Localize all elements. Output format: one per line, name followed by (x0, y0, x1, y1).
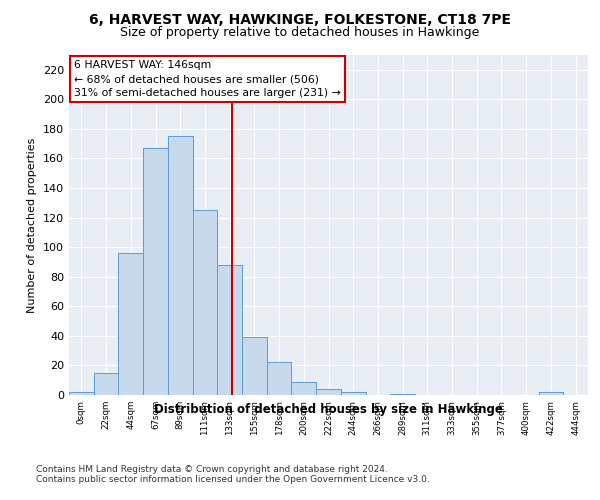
Bar (69, 392, 94, 395)
Bar (539, 392, 563, 395)
Y-axis label: Number of detached properties: Number of detached properties (28, 138, 37, 312)
Text: 6 HARVEST WAY: 146sqm
← 68% of detached houses are smaller (506)
31% of semi-det: 6 HARVEST WAY: 146sqm ← 68% of detached … (74, 60, 341, 98)
Bar (168, 136, 193, 395)
Text: Size of property relative to detached houses in Hawkinge: Size of property relative to detached ho… (121, 26, 479, 39)
Text: Distribution of detached houses by size in Hawkinge: Distribution of detached houses by size … (154, 402, 503, 415)
Bar (390, 394, 415, 395)
Bar (267, 362, 292, 395)
Bar (242, 338, 267, 395)
Bar (341, 392, 365, 395)
Bar (217, 265, 242, 395)
Bar (143, 148, 168, 395)
Bar (193, 210, 217, 395)
Bar (292, 382, 316, 395)
Text: 6, HARVEST WAY, HAWKINGE, FOLKESTONE, CT18 7PE: 6, HARVEST WAY, HAWKINGE, FOLKESTONE, CT… (89, 12, 511, 26)
Bar (316, 389, 341, 395)
Bar (118, 253, 143, 395)
Bar (94, 373, 118, 395)
Text: Contains HM Land Registry data © Crown copyright and database right 2024.
Contai: Contains HM Land Registry data © Crown c… (36, 465, 430, 484)
